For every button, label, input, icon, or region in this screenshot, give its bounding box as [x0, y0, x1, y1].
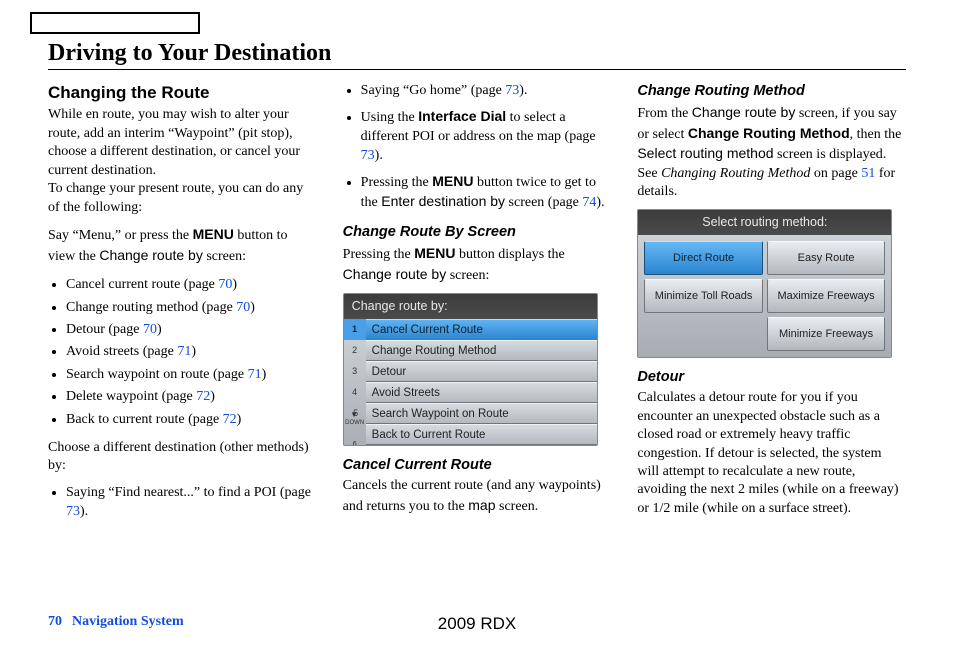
list-item: Delete waypoint (page 72): [66, 386, 317, 408]
footer-label: Navigation System: [72, 614, 184, 630]
col-2: Saying “Go home” (page 73). Using the In…: [343, 82, 612, 530]
menu-item[interactable]: Cancel Current Route: [366, 319, 597, 340]
intro-p2: Say “Menu,” or press the MENU button to …: [48, 225, 317, 266]
screen1-body: 1 2 3 4 ▼ 5 DOWN 6 Can: [344, 319, 597, 445]
list-item: Change routing method (page 70): [66, 297, 317, 319]
heading-changing-route: Changing the Route: [48, 82, 317, 104]
intro-p1a: While en route, you may wish to alter yo…: [48, 107, 300, 177]
columns: Changing the Route While en route, you m…: [48, 82, 906, 530]
list-item: Pressing the MENU button twice to get to…: [361, 172, 612, 214]
num-3: 3: [352, 361, 357, 382]
other-methods-list-cont: Saying “Go home” (page 73). Using the In…: [343, 82, 612, 213]
list-item: Cancel current route (page 70): [66, 274, 317, 296]
intro-p1b: To change your present route, you can do…: [48, 181, 303, 214]
model-year: 2009 RDX: [438, 614, 516, 634]
menu-item[interactable]: Search Waypoint on Route: [366, 403, 597, 424]
routing-btn-min-fwy[interactable]: Minimize Freeways: [767, 317, 886, 351]
heading-change-route-by-screen: Change Route By Screen: [343, 223, 612, 242]
screen1-title: Change route by:: [344, 294, 597, 319]
heading-detour: Detour: [637, 368, 906, 387]
num-2: 2: [352, 340, 357, 361]
list-item: Avoid streets (page 71): [66, 341, 317, 363]
down-label: DOWN 6: [345, 424, 364, 445]
list-item: Saying “Go home” (page 73).: [361, 82, 612, 101]
list-item: Search waypoint on route (page 71): [66, 364, 317, 386]
page-title: Driving to Your Destination: [48, 40, 906, 67]
routing-method-p: From the Change route by screen, if you …: [637, 103, 906, 201]
num-1: 1: [344, 319, 366, 340]
route-options-list: Cancel current route (page 70) Change ro…: [48, 274, 317, 431]
menu-item[interactable]: Change Routing Method: [366, 340, 597, 361]
screen2-title: Select routing method:: [638, 210, 891, 235]
cancel-route-p: Cancels the current route (and any waypo…: [343, 477, 612, 516]
screen1-items: Cancel Current Route Change Routing Meth…: [366, 319, 597, 445]
other-methods-list: Saying “Find nearest...” to find a POI (…: [48, 484, 317, 522]
screenshot-change-route-by: Change route by: 1 2 3 4 ▼ 5 DOWN 6: [343, 293, 598, 446]
screenshot-select-routing-method: Select routing method: Direct Route Easy…: [637, 209, 892, 358]
routing-btn-easy[interactable]: Easy Route: [767, 241, 886, 275]
detour-p: Calculates a detour route for you if you…: [637, 389, 906, 518]
page-number: 70: [48, 614, 62, 630]
col-3: Change Routing Method From the Change ro…: [637, 82, 906, 530]
heading-cancel-current-route: Cancel Current Route: [343, 456, 612, 475]
routing-btn-min-toll[interactable]: Minimize Toll Roads: [644, 279, 763, 313]
list-item: Detour (page 70): [66, 319, 317, 341]
header-empty-box: [30, 12, 200, 34]
num-5: ▼ 5: [351, 403, 358, 424]
screen1-numbers: 1 2 3 4 ▼ 5 DOWN 6: [344, 319, 366, 445]
menu-item[interactable]: Avoid Streets: [366, 382, 597, 403]
menu-item[interactable]: Back to Current Route: [366, 424, 597, 445]
list-item: Back to current route (page 72): [66, 409, 317, 431]
other-methods-p: Choose a different destination (other me…: [48, 439, 317, 476]
intro-p1: While en route, you may wish to alter yo…: [48, 106, 317, 217]
menu-item[interactable]: Detour: [366, 361, 597, 382]
routing-btn-max-fwy[interactable]: Maximize Freeways: [767, 279, 886, 313]
list-item: Using the Interface Dial to select a dif…: [361, 107, 612, 166]
heading-change-routing-method: Change Routing Method: [637, 82, 906, 101]
screen2-grid: Direct Route Easy Route Minimize Toll Ro…: [638, 235, 891, 357]
num-4: 4: [352, 382, 357, 403]
title-rule: [48, 69, 906, 70]
routing-btn-direct[interactable]: Direct Route: [644, 241, 763, 275]
press-menu-p: Pressing the MENU button displays the Ch…: [343, 244, 612, 285]
list-item: Saying “Find nearest...” to find a POI (…: [66, 484, 317, 522]
col-1: Changing the Route While en route, you m…: [48, 82, 317, 530]
